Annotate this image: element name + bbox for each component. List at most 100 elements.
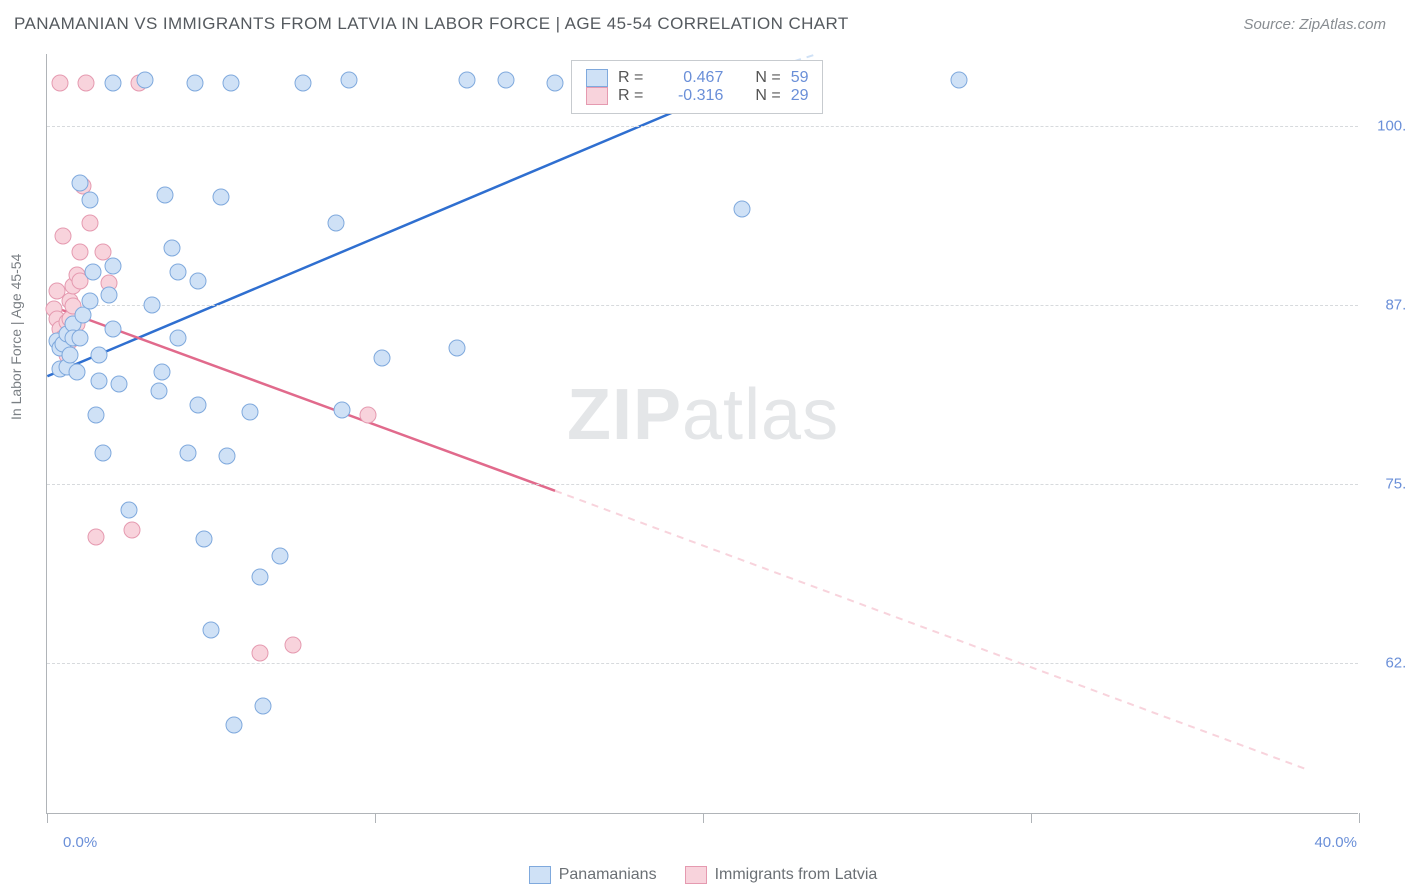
- x-tick: [1359, 813, 1360, 823]
- data-point: [734, 200, 751, 217]
- data-point: [88, 529, 105, 546]
- stats-legend-row: R = -0.316 N = 29: [586, 87, 808, 105]
- data-point: [121, 502, 138, 519]
- watermark: ZIPatlas: [567, 374, 839, 456]
- data-point: [219, 447, 236, 464]
- x-tick: [47, 813, 48, 823]
- data-point: [252, 645, 269, 662]
- chart-title: PANAMANIAN VS IMMIGRANTS FROM LATVIA IN …: [14, 14, 849, 34]
- y-tick-label: 62.5%: [1385, 655, 1406, 672]
- data-point: [137, 71, 154, 88]
- data-point: [163, 239, 180, 256]
- data-point: [124, 522, 141, 539]
- data-point: [170, 263, 187, 280]
- legend-label: Panamanians: [559, 866, 657, 884]
- data-point: [458, 71, 475, 88]
- n-value: 29: [791, 87, 809, 105]
- data-point: [150, 382, 167, 399]
- data-point: [186, 74, 203, 91]
- r-label: R =: [618, 87, 643, 105]
- data-point: [203, 622, 220, 639]
- data-point: [91, 347, 108, 364]
- legend-item: Panamanians: [529, 866, 657, 884]
- gridline: [47, 305, 1358, 306]
- data-point: [449, 339, 466, 356]
- data-point: [327, 215, 344, 232]
- gridline: [47, 484, 1358, 485]
- data-point: [547, 74, 564, 91]
- x-tick: [375, 813, 376, 823]
- y-tick-label: 87.5%: [1385, 296, 1406, 313]
- data-point: [196, 530, 213, 547]
- y-tick-label: 100.0%: [1377, 117, 1406, 134]
- data-point: [71, 329, 88, 346]
- data-point: [170, 329, 187, 346]
- data-point: [222, 74, 239, 91]
- data-point: [340, 71, 357, 88]
- data-point: [71, 243, 88, 260]
- data-point: [212, 189, 229, 206]
- data-point: [242, 404, 259, 421]
- data-point: [360, 407, 377, 424]
- data-point: [285, 636, 302, 653]
- data-point: [950, 71, 967, 88]
- legend-swatch: [586, 69, 608, 87]
- r-value: 0.467: [653, 69, 723, 87]
- data-point: [61, 347, 78, 364]
- data-point: [78, 74, 95, 91]
- data-point: [81, 292, 98, 309]
- x-tick: [1031, 813, 1032, 823]
- data-point: [55, 228, 72, 245]
- n-label: N =: [755, 87, 780, 105]
- data-point: [52, 74, 69, 91]
- data-point: [71, 175, 88, 192]
- chart-header: PANAMANIAN VS IMMIGRANTS FROM LATVIA IN …: [0, 0, 1406, 42]
- data-point: [68, 364, 85, 381]
- data-point: [104, 258, 121, 275]
- data-point: [334, 401, 351, 418]
- data-point: [84, 263, 101, 280]
- data-point: [189, 397, 206, 414]
- y-axis-label: In Labor Force | Age 45-54: [8, 254, 24, 420]
- data-point: [101, 286, 118, 303]
- data-point: [153, 364, 170, 381]
- stats-legend-row: R = 0.467 N = 59: [586, 69, 808, 87]
- data-point: [157, 186, 174, 203]
- data-point: [189, 272, 206, 289]
- series-legend: Panamanians Immigrants from Latvia: [0, 866, 1406, 884]
- data-point: [111, 375, 128, 392]
- n-value: 59: [791, 69, 809, 87]
- data-point: [498, 71, 515, 88]
- gridline: [47, 663, 1358, 664]
- data-point: [225, 717, 242, 734]
- data-point: [91, 372, 108, 389]
- legend-swatch: [685, 866, 707, 884]
- legend-swatch: [529, 866, 551, 884]
- r-label: R =: [618, 69, 643, 87]
- x-tick: [703, 813, 704, 823]
- stats-legend: R = 0.467 N = 59 R = -0.316 N = 29: [571, 60, 823, 114]
- data-point: [180, 444, 197, 461]
- x-tick-label: 40.0%: [1314, 834, 1357, 851]
- data-point: [88, 407, 105, 424]
- data-point: [252, 569, 269, 586]
- data-point: [81, 192, 98, 209]
- y-tick-label: 75.0%: [1385, 476, 1406, 493]
- r-value: -0.316: [653, 87, 723, 105]
- x-tick-label: 0.0%: [63, 834, 97, 851]
- data-point: [81, 215, 98, 232]
- data-point: [271, 547, 288, 564]
- legend-swatch: [586, 87, 608, 105]
- scatter-chart: ZIPatlas R =0.467N =59R =-0.316N =29 62.…: [46, 54, 1358, 814]
- n-label: N =: [755, 69, 780, 87]
- source-attribution: Source: ZipAtlas.com: [1243, 16, 1386, 33]
- data-point: [104, 74, 121, 91]
- data-point: [104, 321, 121, 338]
- legend-item: Immigrants from Latvia: [685, 866, 878, 884]
- data-point: [143, 296, 160, 313]
- trend-lines: [47, 54, 1358, 813]
- data-point: [294, 74, 311, 91]
- data-point: [373, 350, 390, 367]
- legend-label: Immigrants from Latvia: [715, 866, 878, 884]
- data-point: [94, 444, 111, 461]
